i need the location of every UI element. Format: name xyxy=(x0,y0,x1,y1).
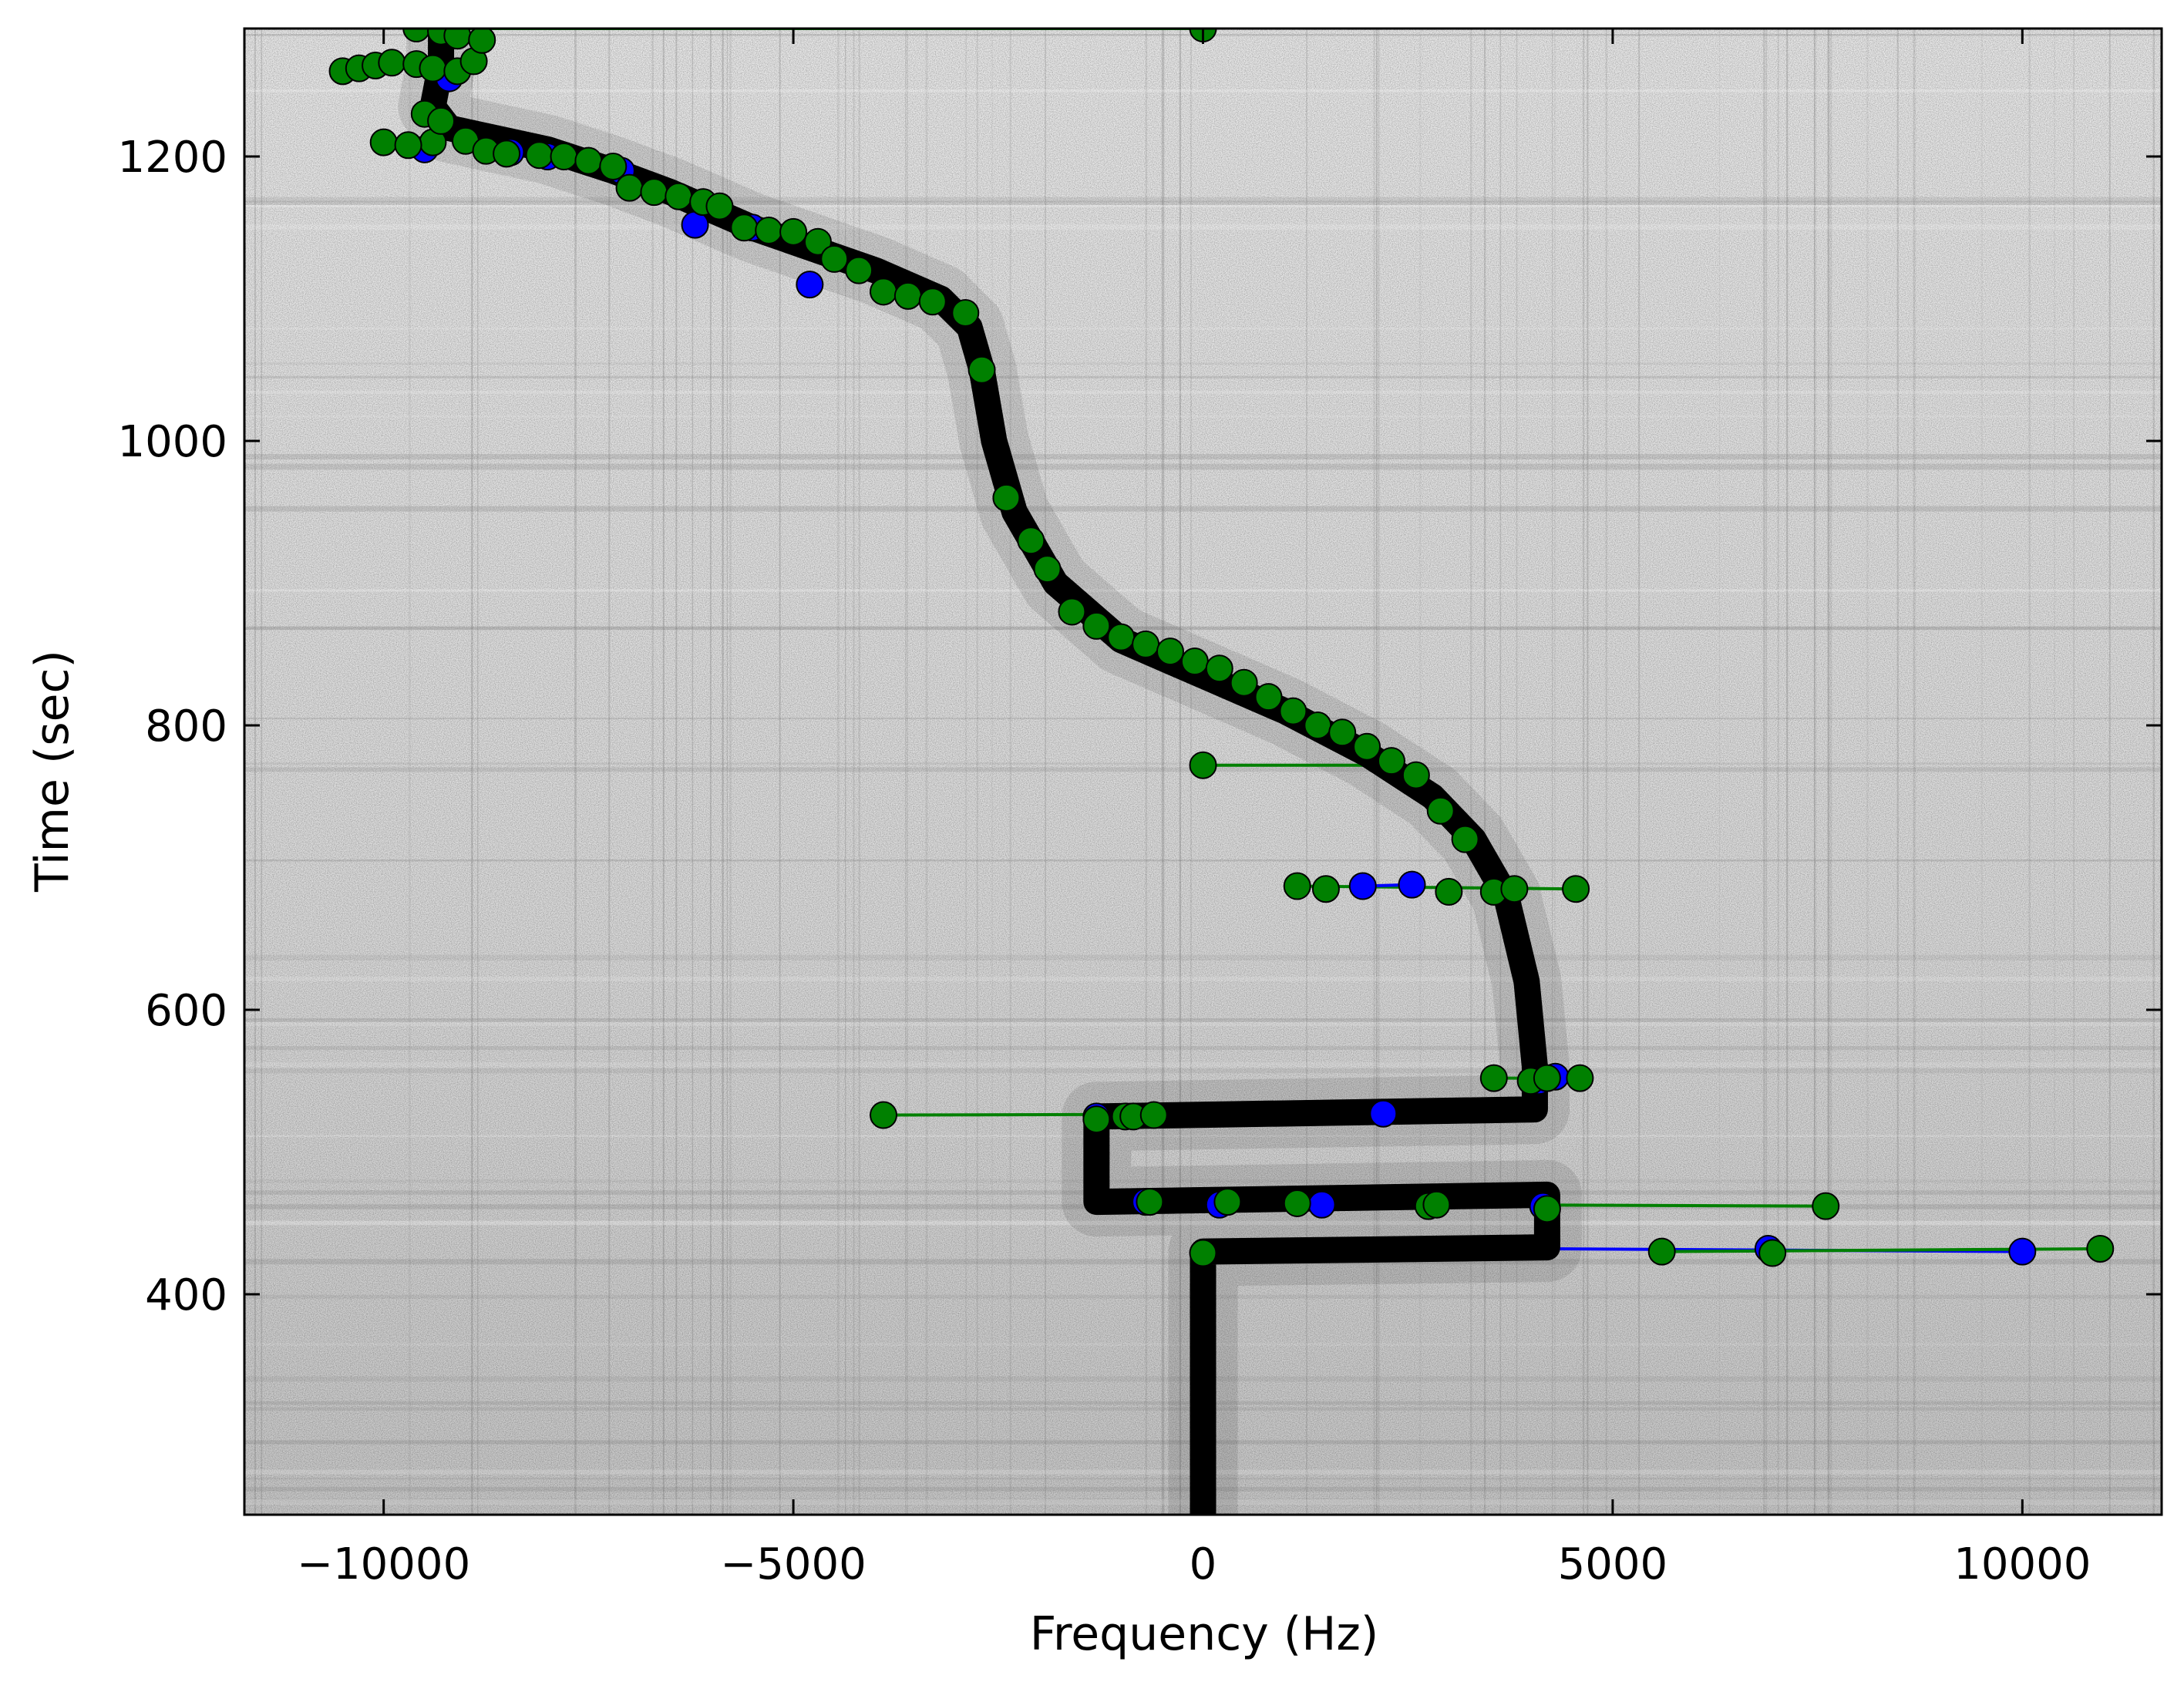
marker-green xyxy=(1304,711,1332,740)
marker-green xyxy=(779,217,808,246)
marker-green xyxy=(468,29,496,54)
marker-green xyxy=(550,143,578,171)
marker-green xyxy=(1180,648,1209,676)
marker-green xyxy=(402,29,431,42)
marker-green xyxy=(1426,796,1455,825)
x-axis: −10000 −5000 0 5000 10000 xyxy=(297,29,2091,1589)
marker-green xyxy=(730,214,759,242)
marker-green xyxy=(1189,751,1217,779)
marker-green xyxy=(1033,555,1062,584)
y-tick-label: 600 xyxy=(145,986,227,1036)
marker-green xyxy=(1058,597,1086,626)
marker-green xyxy=(443,29,472,50)
marker-green xyxy=(369,128,398,156)
marker-blue xyxy=(1307,1190,1336,1219)
marker-green xyxy=(1500,875,1529,903)
marker-green xyxy=(951,298,980,327)
marker-green xyxy=(1402,761,1430,789)
marker-blue xyxy=(1398,870,1426,899)
y-axis: 400 600 800 1000 1200 xyxy=(117,133,2162,1320)
marker-green xyxy=(918,288,947,316)
marker-green xyxy=(1283,872,1311,900)
marker-green xyxy=(1279,697,1307,725)
marker-green xyxy=(419,54,447,82)
marker-green xyxy=(1107,623,1136,651)
marker-green xyxy=(870,1101,897,1129)
marker-green xyxy=(1082,611,1111,640)
marker-blue xyxy=(2008,1237,2037,1266)
marker-green xyxy=(525,141,554,170)
marker-green xyxy=(1451,825,1479,853)
marker-green xyxy=(1566,1064,1594,1092)
marker-green xyxy=(615,173,644,202)
x-tick-label: −5000 xyxy=(720,1539,866,1589)
marker-green xyxy=(1533,1195,1561,1223)
x-tick-label: 10000 xyxy=(1953,1539,2091,1589)
marker-green xyxy=(640,178,668,207)
marker-blue xyxy=(1369,1099,1398,1128)
marker-green xyxy=(1230,668,1258,697)
marker-green xyxy=(1132,630,1160,658)
marker-points xyxy=(328,29,2115,1267)
marker-green xyxy=(1156,637,1184,666)
marker-green xyxy=(992,483,1021,512)
marker-green xyxy=(574,146,603,175)
x-tick-label: 0 xyxy=(1190,1539,1217,1589)
marker-green xyxy=(1377,747,1405,775)
marker-green xyxy=(893,281,922,310)
marker-green xyxy=(1136,1188,1164,1216)
marker-green xyxy=(1479,1064,1508,1092)
marker-green xyxy=(1422,1190,1451,1219)
marker-green xyxy=(378,49,406,77)
marker-green xyxy=(394,131,422,160)
marker-green xyxy=(1353,732,1381,761)
marker-green xyxy=(1254,683,1283,711)
marker-green xyxy=(1562,875,1590,903)
marker-green xyxy=(599,152,628,180)
x-tick-label: 5000 xyxy=(1558,1539,1668,1589)
marker-green xyxy=(2086,1234,2115,1263)
marker-green xyxy=(870,278,897,306)
marker-green xyxy=(427,106,456,135)
y-tick-label: 1000 xyxy=(117,417,227,467)
y-axis-title: Time (sec) xyxy=(25,650,79,893)
marker-green xyxy=(1311,875,1340,903)
marker-green xyxy=(1328,718,1357,747)
marker-green xyxy=(820,244,849,273)
marker-green xyxy=(1139,1101,1168,1129)
marker-green xyxy=(665,182,693,210)
marker-green xyxy=(1205,654,1233,683)
marker-green xyxy=(1812,1192,1840,1220)
marker-green xyxy=(1758,1239,1787,1267)
y-tick-label: 800 xyxy=(145,701,227,752)
y-tick-label: 1200 xyxy=(117,133,227,183)
marker-green xyxy=(1082,1105,1111,1134)
marker-green xyxy=(1213,1188,1242,1216)
marker-green xyxy=(1017,526,1045,555)
marker-green xyxy=(1435,877,1463,906)
marker-green xyxy=(1647,1237,1676,1266)
marker-green xyxy=(755,216,783,244)
y-tick-label: 400 xyxy=(145,1270,227,1320)
marker-green xyxy=(803,227,832,256)
marker-green xyxy=(705,192,734,220)
marker-green xyxy=(1283,1189,1311,1217)
marker-blue xyxy=(1348,872,1377,900)
x-axis-title: Frequency (Hz) xyxy=(1030,1607,1378,1661)
marker-green xyxy=(967,355,996,384)
marker-green xyxy=(1189,1239,1217,1267)
marker-green xyxy=(493,140,521,168)
marker-green xyxy=(1533,1064,1561,1092)
marker-blue xyxy=(796,271,824,299)
x-tick-label: −10000 xyxy=(297,1539,470,1589)
marker-green xyxy=(845,256,873,284)
plot-area xyxy=(244,29,2162,1515)
